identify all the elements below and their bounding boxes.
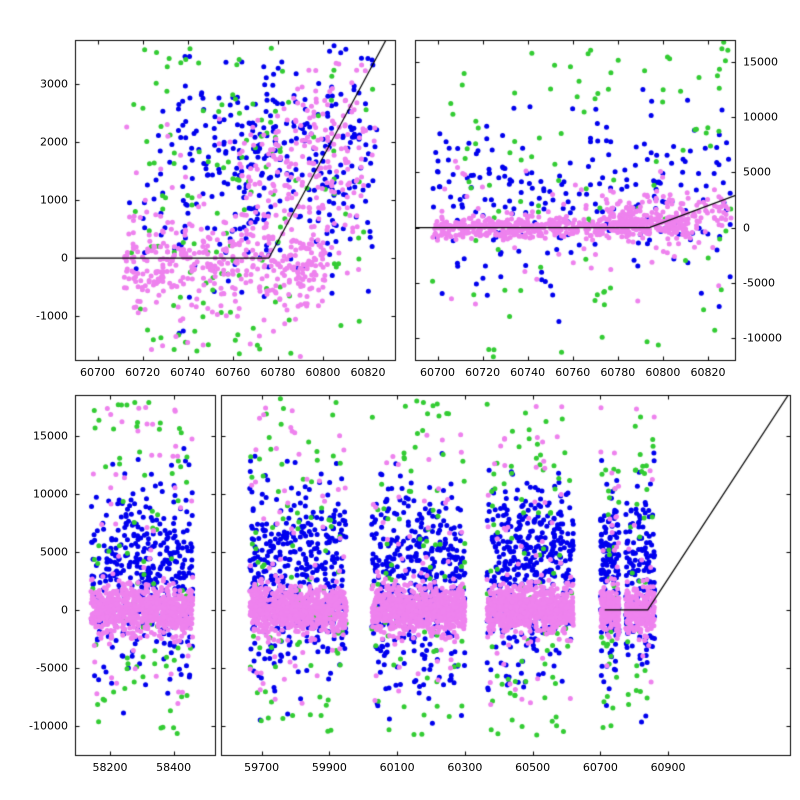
light-curve-figure: BLG42T0607.027085 (6651.63, 7906.89) 3 4… <box>0 0 800 800</box>
plot-canvas <box>0 0 800 800</box>
